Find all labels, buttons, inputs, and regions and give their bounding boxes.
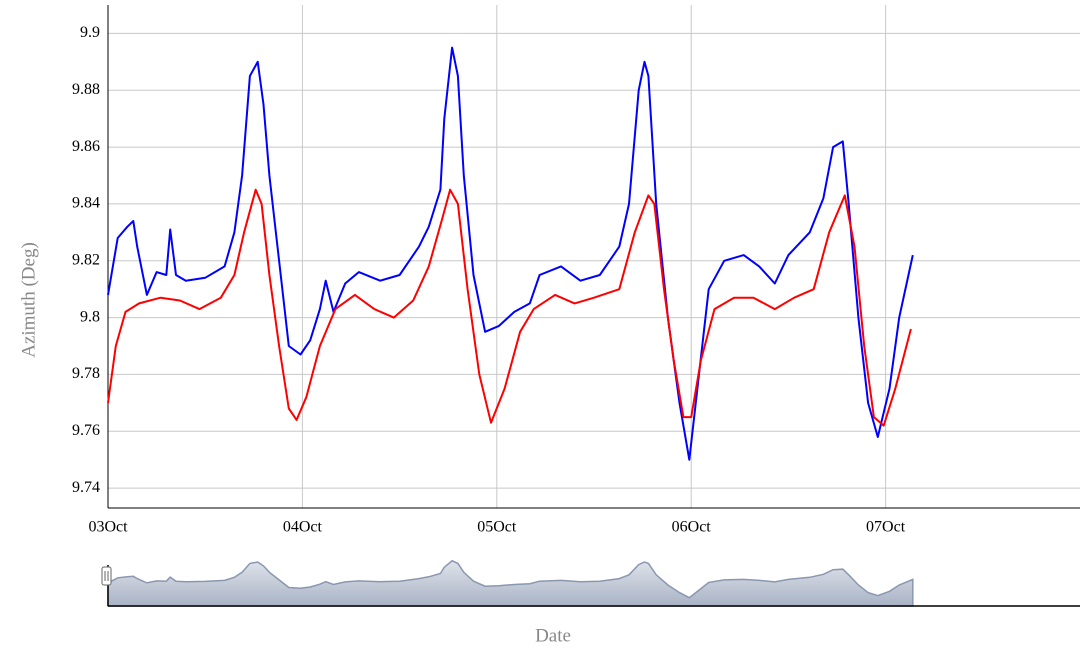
series-line bbox=[107, 46, 914, 461]
y-tick-label: 9.74 bbox=[72, 479, 100, 496]
y-tick-label: 9.88 bbox=[72, 81, 100, 98]
y-axis-label: Azimuth (Deg) bbox=[18, 242, 39, 358]
range-selector-handle[interactable] bbox=[101, 566, 112, 586]
x-axis-label: Date bbox=[535, 625, 571, 646]
x-tick-label: 03Oct bbox=[88, 519, 128, 536]
x-tick-label: 07Oct bbox=[866, 519, 906, 536]
y-tick-label: 9.82 bbox=[72, 251, 100, 268]
x-tick-label: 05Oct bbox=[477, 519, 517, 536]
y-tick-label: 9.86 bbox=[72, 138, 100, 155]
plot-area: 9.74 9.76 9.78 9.8 9.82 9.84 9.86 9.88 9.9 03Oct 0… bbox=[72, 5, 1080, 536]
y-tick-label: 9.9 bbox=[80, 24, 100, 41]
y-tick-label: 9.8 bbox=[80, 308, 100, 325]
x-tick-label: 06Oct bbox=[672, 519, 712, 536]
series-line bbox=[107, 188, 912, 427]
y-tick-label: 9.78 bbox=[72, 365, 100, 382]
y-tick-label: 9.84 bbox=[72, 195, 100, 212]
y-tick-label: 9.76 bbox=[72, 422, 100, 439]
range-selector-area bbox=[107, 559, 914, 607]
x-tick-label: 04Oct bbox=[283, 519, 323, 536]
